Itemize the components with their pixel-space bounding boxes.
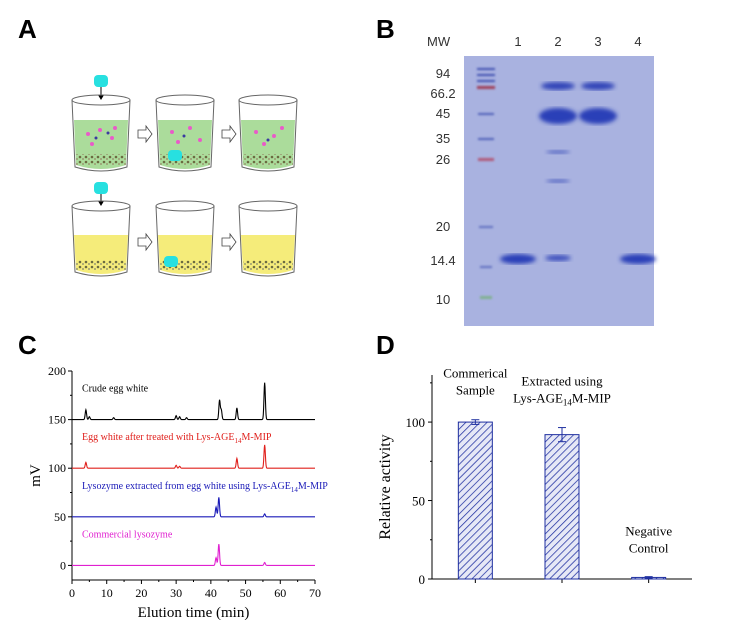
y-tick-label: 0	[419, 572, 426, 587]
series-label: Crude egg white	[82, 384, 149, 395]
x-tick-label: 60	[274, 586, 286, 600]
y-axis-title: Relative activity	[377, 434, 394, 539]
series-label-part: 14	[234, 437, 242, 445]
template-protein-icon	[94, 182, 108, 194]
activity-bar-chart: 0 50 100 Relative activity Commerical Sample E…	[377, 366, 692, 587]
y-tick-label: 100	[48, 461, 66, 475]
beaker-schematic	[71, 75, 298, 277]
x-tick-label: 70	[309, 586, 321, 600]
lane-2-band-ovotransferrin	[541, 82, 575, 90]
bar	[544, 434, 580, 580]
bar	[457, 421, 493, 580]
x-tick-label: 20	[135, 586, 147, 600]
series-trace	[72, 543, 315, 566]
series-label-part: 14	[291, 486, 299, 494]
mw-label: MW	[427, 34, 451, 49]
marker-label: 20	[436, 219, 450, 234]
series-label: Commercial lysozyme	[82, 529, 173, 540]
lane-labels: 1 2 3 4	[514, 34, 641, 49]
x-tick-label: 0	[69, 586, 75, 600]
marker-label: 10	[436, 292, 450, 307]
beaker-row-green	[71, 75, 298, 172]
category-label: Lys-AGE14M-MIP	[513, 391, 611, 408]
series-label: Lysozyme extracted from egg white using …	[82, 481, 328, 494]
y-tick-label: 50	[412, 494, 425, 509]
arrow-icon	[137, 232, 153, 252]
y-tick-label: 0	[60, 558, 66, 572]
y-tick-label: 50	[54, 510, 66, 524]
beaker-3	[238, 94, 298, 172]
marker-label: 26	[436, 152, 450, 167]
beaker-2	[155, 94, 215, 172]
series-label-part: M-MIP	[241, 432, 271, 443]
series-trace	[72, 497, 315, 518]
marker-label: 94	[436, 66, 450, 81]
beaker-5	[155, 200, 215, 277]
x-tick-label: 50	[240, 586, 252, 600]
lane-label: 3	[594, 34, 601, 49]
marker-label: 35	[436, 131, 450, 146]
beaker-4	[71, 200, 131, 277]
chromatogram-chart: 0 10 20 30 40 50 60 70 0 50 100 150 200 Elution time …	[28, 364, 328, 620]
series-label-part: Lysozyme extracted from egg white using …	[82, 481, 291, 492]
category-label-part: Lys-AGE	[513, 391, 563, 406]
ladder-lane	[477, 68, 495, 299]
lane-1-band	[500, 254, 536, 264]
lane-3-band-ovotransferrin	[581, 82, 615, 90]
arrow-icon	[221, 124, 237, 144]
x-axis-title: Elution time (min)	[138, 605, 250, 620]
lane-label: 2	[554, 34, 561, 49]
lane-label: 4	[634, 34, 641, 49]
beaker-6	[238, 200, 298, 277]
lane-2-band-lysozyme	[545, 255, 571, 261]
category-label-part: Sample	[456, 383, 495, 398]
category-label: Control	[629, 540, 669, 555]
marker-label: 14.4	[430, 253, 455, 268]
series-label-part: Commercial lysozyme	[82, 529, 173, 540]
series-label-part: M-MIP	[298, 481, 328, 492]
category-label-part: Commerical	[443, 366, 508, 381]
series-label-part: Crude egg white	[82, 384, 149, 395]
marker-label: 66.2	[430, 86, 455, 101]
y-axis-title: mV	[28, 464, 44, 487]
series-trace	[72, 382, 315, 421]
x-tick-label: 30	[170, 586, 182, 600]
panel-label-a: A	[18, 14, 37, 44]
panel-label-b: B	[376, 14, 395, 44]
lane-3-band-ovalbumin	[579, 108, 617, 124]
y-tick-label: 200	[48, 364, 66, 378]
series-label-part: Egg white after treated with Lys-AGE	[82, 432, 234, 443]
category-label: Sample	[456, 383, 495, 398]
y-tick-label: 150	[48, 413, 66, 427]
lane-label: 1	[514, 34, 521, 49]
category-label: Commerical	[443, 366, 508, 381]
panel-label-c: C	[18, 330, 37, 360]
gel-image: MW 1 2 3 4 94 66.2 45 35 26 20 14.4 10	[427, 34, 656, 326]
arrow-icon	[221, 232, 237, 252]
x-tick-label: 40	[205, 586, 217, 600]
series-trace	[72, 444, 315, 469]
category-label-part: Control	[629, 540, 669, 555]
category-label-part: Negative	[625, 523, 672, 538]
gel-background	[464, 56, 654, 326]
category-label: Extracted using	[521, 374, 603, 389]
x-tick-label: 10	[101, 586, 113, 600]
lane-2-band-ovalbumin	[539, 108, 577, 124]
category-label-part: M-MIP	[572, 391, 611, 406]
sample-bands	[500, 82, 656, 264]
category-label-part: 14	[563, 398, 573, 408]
template-protein-icon	[94, 75, 108, 87]
y-tick-label: 100	[406, 415, 426, 430]
marker-label: 45	[436, 106, 450, 121]
lane-4-band	[620, 254, 656, 264]
beaker-1	[71, 94, 131, 172]
arrow-icon	[137, 124, 153, 144]
beaker-row-yellow	[71, 182, 298, 277]
category-label: Negative	[625, 523, 672, 538]
series-label: Egg white after treated with Lys-AGE14M-…	[82, 432, 272, 445]
panel-label-d: D	[376, 330, 395, 360]
marker-labels: 94 66.2 45 35 26 20 14.4 10	[430, 66, 455, 307]
category-label-part: Extracted using	[521, 374, 603, 389]
